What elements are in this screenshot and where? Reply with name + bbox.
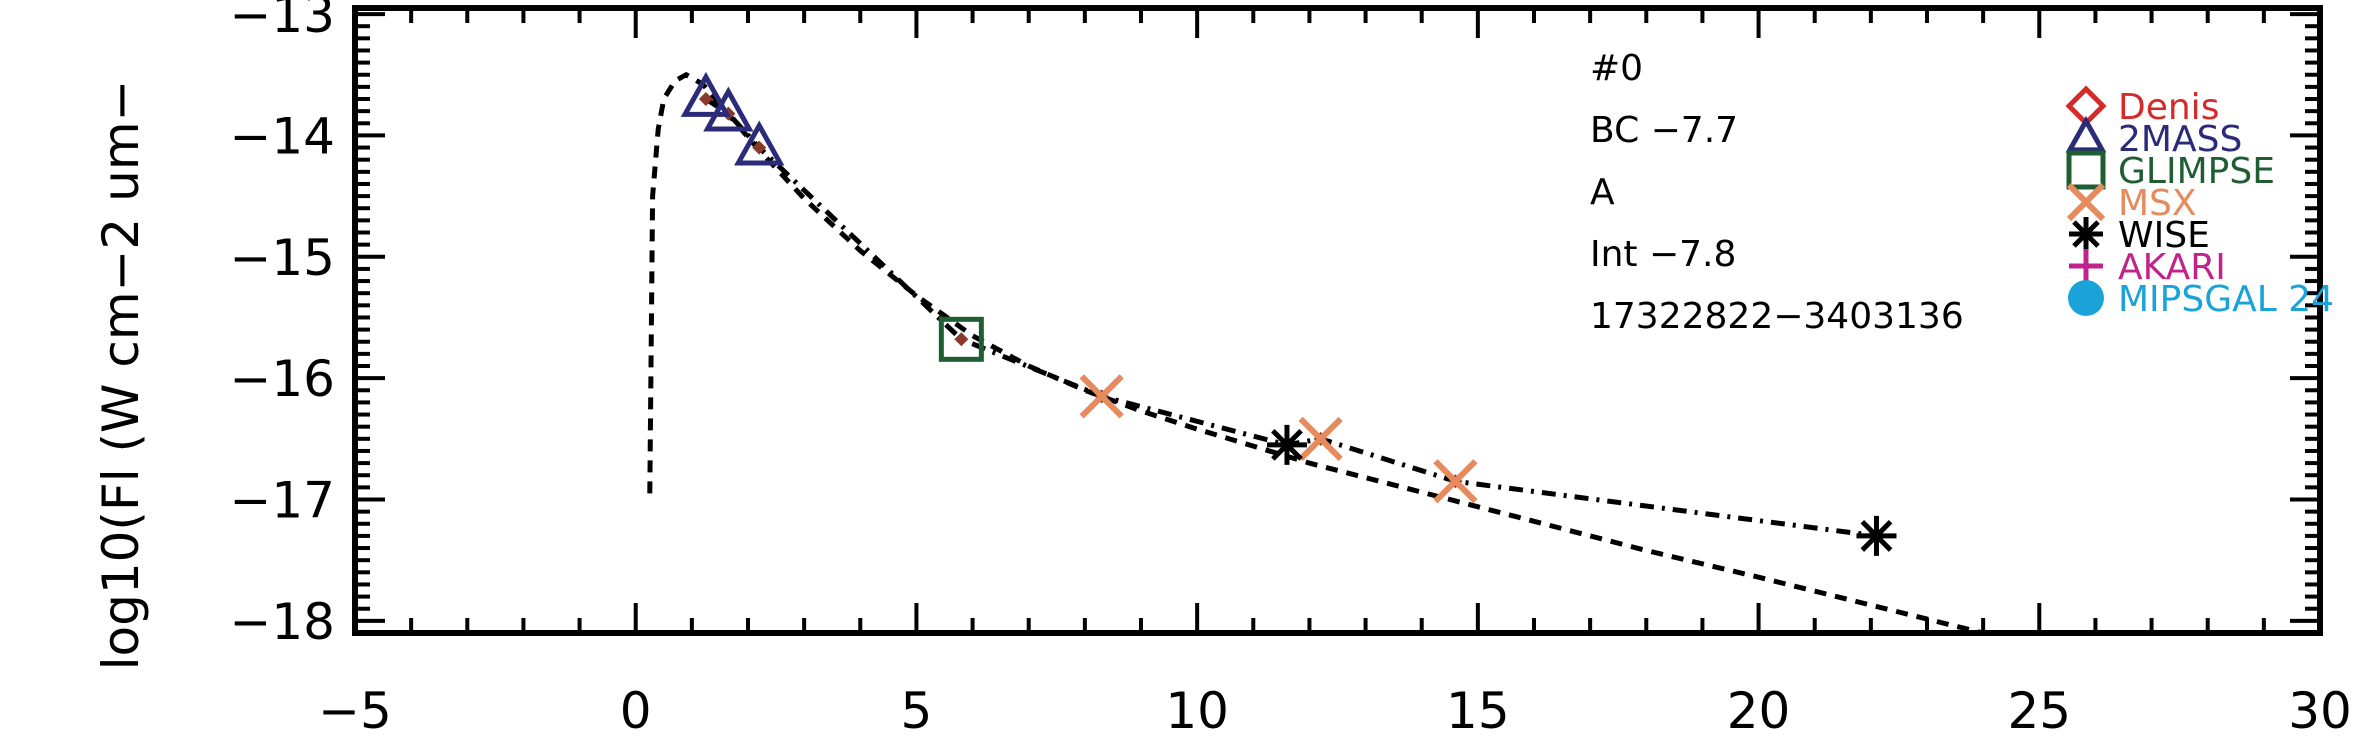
- y-tick-label: −16: [229, 350, 335, 408]
- model-curves: [647, 71, 1984, 633]
- x-tick-label: 15: [1446, 682, 1510, 740]
- photometry-points: [680, 71, 1897, 556]
- y-tick-label: −15: [229, 229, 335, 287]
- triangle-legend-icon: [2065, 115, 2107, 153]
- legend-label: GLIMPSE: [2118, 151, 2275, 192]
- square-legend-icon: [2066, 150, 2106, 190]
- y-tick-label: −14: [229, 107, 335, 165]
- triangle-marker: [703, 86, 754, 132]
- annotation-text: Int −7.8: [1590, 234, 1736, 275]
- x-tick-label: 5: [901, 682, 933, 740]
- legend-label: MSX: [2118, 183, 2197, 224]
- annotation-text: #0: [1590, 48, 1643, 89]
- model-point: [752, 140, 767, 155]
- y-axis-label: log10(Fl (W cm−2 um−: [92, 80, 150, 671]
- square-marker: [938, 316, 984, 362]
- x-tick-label: 10: [1165, 682, 1229, 740]
- model-point: [954, 332, 969, 347]
- triangle-marker: [734, 120, 785, 166]
- plus-legend-icon: [2069, 249, 2103, 283]
- x-marker: [1079, 374, 1124, 419]
- x-marker: [1298, 416, 1343, 461]
- asterisk-marker: [1856, 515, 1897, 556]
- annotation-text: 17322822−3403136: [1590, 296, 1964, 337]
- annotation-text: A: [1590, 172, 1615, 213]
- legend-label: MIPSGAL 24: [2118, 279, 2334, 320]
- asterisk-legend-icon: [2069, 217, 2103, 251]
- legend-label: 2MASS: [2118, 119, 2242, 160]
- legend-label: Denis: [2118, 87, 2219, 128]
- triangle-marker: [680, 71, 732, 117]
- model-point: [698, 92, 713, 107]
- asterisk-marker: [1266, 424, 1307, 465]
- axis-ticks: [353, 8, 2322, 635]
- y-tick-label: −17: [229, 472, 335, 530]
- annotation-text: BC −7.7: [1590, 110, 1738, 151]
- tick-labels: −5 0 5 10 15 20 25 30 −13 −14 −15 −16 −17 −18: [229, 0, 2351, 740]
- x-tick-label: 20: [1727, 682, 1791, 740]
- y-tick-label: −18: [229, 593, 335, 651]
- circle-legend-icon: [2068, 280, 2104, 316]
- legend-label: WISE: [2118, 215, 2210, 256]
- legend-label: AKARI: [2118, 247, 2226, 288]
- plot-area-border: [352, 5, 2323, 636]
- x-marker: [1433, 459, 1478, 504]
- x-tick-label: −5: [318, 682, 392, 740]
- x-tick-label: 25: [2007, 682, 2071, 740]
- plot-frame: [352, 5, 2323, 636]
- x-tick-label: 0: [620, 682, 652, 740]
- x-legend-icon: [2066, 182, 2106, 222]
- y-tick-label: −13: [229, 0, 335, 44]
- dashed-model-line: [647, 71, 1984, 633]
- x-tick-label: 30: [2288, 682, 2352, 740]
- annotations: #0 BC −7.7 A Int −7.8 17322822−3403136: [1590, 48, 1964, 337]
